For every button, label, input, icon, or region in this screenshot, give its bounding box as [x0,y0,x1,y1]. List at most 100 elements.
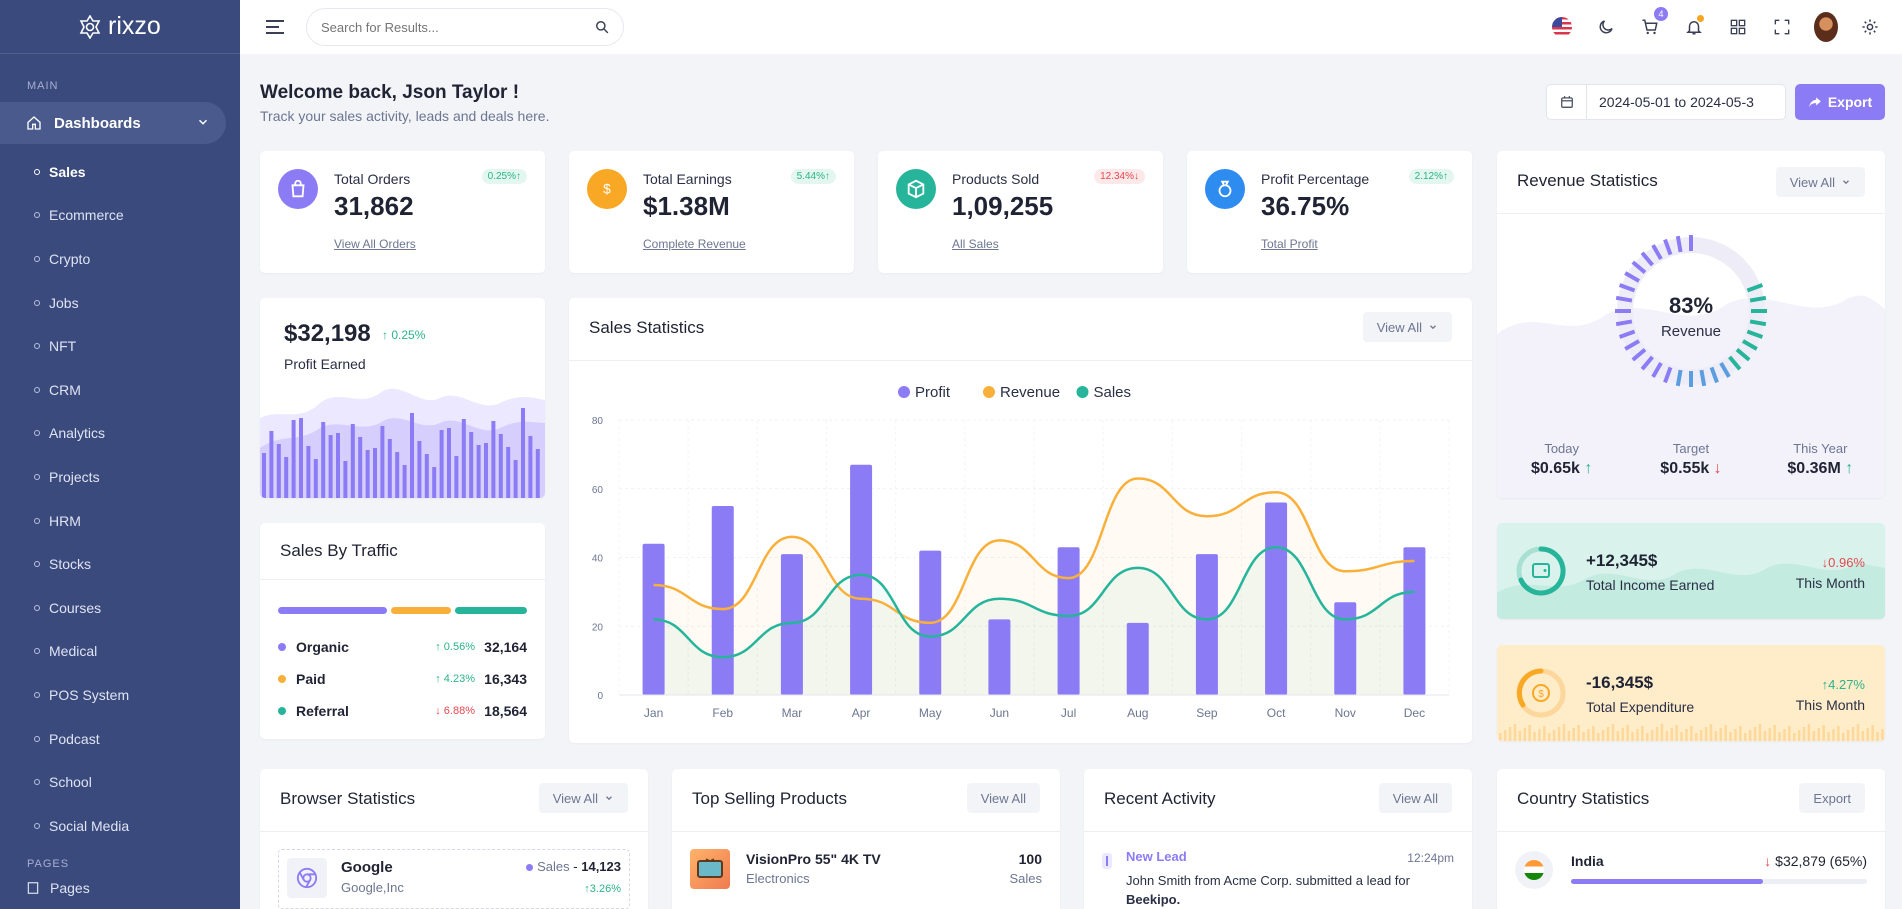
browser-row[interactable]: Google Google,Inc Sales - 14,123 ↑3.26% [278,849,630,909]
bar-profit[interactable] [1057,547,1080,695]
gauge-tick [1615,295,1633,303]
chevron-down-icon [1430,325,1436,330]
sidebar-item-courses[interactable]: Courses [0,586,240,630]
bullet-icon [34,822,40,829]
bullet-icon [34,691,40,698]
sidebar-item-crm[interactable]: CRM [0,368,240,412]
sidebar-menu: Sales Ecommerce Crypto Jobs NFT CRM Analytics P… [0,144,240,848]
sidebar-item-label: POS System [49,686,130,703]
gauge-tick [1624,339,1641,351]
decor-bar [1567,731,1571,741]
date-range-value: 2024-05-01 to 2024-05-3 [1599,94,1754,110]
sparkline-bar [276,444,281,498]
revenue-statistics-card: Revenue Statistics View All 83% Revenue … [1497,151,1885,498]
sidebar-item-stocks[interactable]: Stocks [0,542,240,586]
activity-view-all-button[interactable]: View All [1378,783,1452,813]
decor-bar [1709,724,1713,741]
sidebar-item-pages[interactable]: Pages [0,880,240,896]
stat-label: Products Sold [952,171,1040,187]
stat-link[interactable]: View All Orders [334,237,416,251]
decor-bar [1739,726,1742,741]
share-icon [1808,97,1821,108]
export-button[interactable]: Export [1795,84,1885,120]
sparkline-bar [306,446,311,498]
menu-toggle-button[interactable] [264,16,286,38]
fullscreen-button[interactable] [1770,15,1794,39]
settings-button[interactable] [1858,15,1882,39]
sidebar-item-podcast[interactable]: Podcast [0,717,240,761]
bar-profit[interactable] [1195,554,1218,695]
sales-view-all-button[interactable]: View All [1362,312,1452,342]
sidebar-item-jobs[interactable]: Jobs [0,281,240,325]
decor-bar [1582,732,1585,741]
bar-profit[interactable] [642,543,665,695]
gauge-tick [1618,329,1636,339]
traffic-name: Paid [296,671,326,687]
sidebar-item-projects[interactable]: Projects [0,455,240,499]
stat-link[interactable]: Total Profit [1261,237,1318,251]
x-tick-label: Aug [1127,706,1148,720]
gauge-tick [1615,319,1633,327]
expenditure-label: Total Expenditure [1586,699,1695,715]
bar-profit[interactable] [850,464,873,695]
sidebar-item-school[interactable]: School [0,760,240,804]
decor-bar [1508,727,1512,741]
sparkline-bar [343,461,348,498]
legend-item-sales[interactable]: Sales [1076,384,1132,401]
legend-item-profit[interactable]: Profit [898,384,951,401]
bar-profit[interactable] [1265,502,1288,696]
decor-bar [1768,728,1771,741]
browser-view-all-button[interactable]: View All [538,783,628,813]
sidebar-item-social-media[interactable]: Social Media [0,804,240,848]
sidebar-item-medical[interactable]: Medical [0,630,240,674]
bar-profit[interactable] [988,619,1011,695]
traffic-change: ↑ 4.23% [435,673,475,685]
series-line-sales[interactable] [653,545,1415,659]
sidebar-item-ecommerce[interactable]: Ecommerce [0,194,240,238]
sidebar-item-label: Ecommerce [49,207,124,224]
search-input[interactable] [321,19,571,35]
series-line-revenue[interactable] [653,477,1415,625]
language-button[interactable] [1550,15,1574,39]
sidebar-item-crypto[interactable]: Crypto [0,237,240,281]
sidebar-item-nft[interactable]: NFT [0,324,240,368]
legend-label: Revenue [1000,384,1060,401]
bar-profit[interactable] [1403,547,1426,695]
export-label: Export [1827,94,1873,110]
profile-button[interactable] [1814,12,1838,42]
sidebar-item-sales[interactable]: Sales [0,150,240,194]
bar-profit[interactable] [1126,622,1149,695]
bar-profit[interactable] [1334,602,1357,695]
top-selling-view-all-button[interactable]: View All [966,783,1040,813]
bar-profit[interactable] [711,505,734,695]
sparkline-bar [506,447,511,498]
decor-bar [1548,733,1551,741]
decor-bar [1846,730,1850,741]
country-export-button[interactable]: Export [1799,783,1865,813]
gauge-tick [1749,319,1767,327]
bullet-icon [34,255,40,262]
cart-button[interactable]: 4 [1638,7,1668,39]
search-icon[interactable] [595,20,609,34]
svg-text:$: $ [1538,689,1544,700]
bar-profit[interactable] [780,554,803,695]
stat-link[interactable]: Complete Revenue [643,237,746,251]
theme-toggle-button[interactable] [1594,15,1618,39]
notifications-button[interactable] [1682,15,1706,39]
decor-bar [1758,724,1762,741]
sidebar-item-analytics[interactable]: Analytics [0,412,240,456]
sparkline-bar [373,448,377,498]
revenue-view-all-button[interactable]: View All [1775,167,1865,197]
apps-button[interactable] [1726,15,1750,39]
stat-link[interactable]: All Sales [952,237,999,251]
sidebar-item-pos-system[interactable]: POS System [0,673,240,717]
stat-card-profit-percentage: Profit Percentage 36.75% 2.12%↑ Total Profi… [1187,151,1472,273]
decor-bar [1601,730,1605,741]
legend-item-revenue[interactable]: Revenue [983,384,1060,401]
sidebar-item-dashboards[interactable]: Dashboards [0,102,226,144]
bullet-icon [34,168,40,175]
date-range-picker[interactable]: 2024-05-01 to 2024-05-3 [1546,84,1786,120]
brand-logo[interactable]: rixzo [0,0,240,54]
decor-bar [1748,730,1752,741]
sidebar-item-hrm[interactable]: HRM [0,499,240,543]
